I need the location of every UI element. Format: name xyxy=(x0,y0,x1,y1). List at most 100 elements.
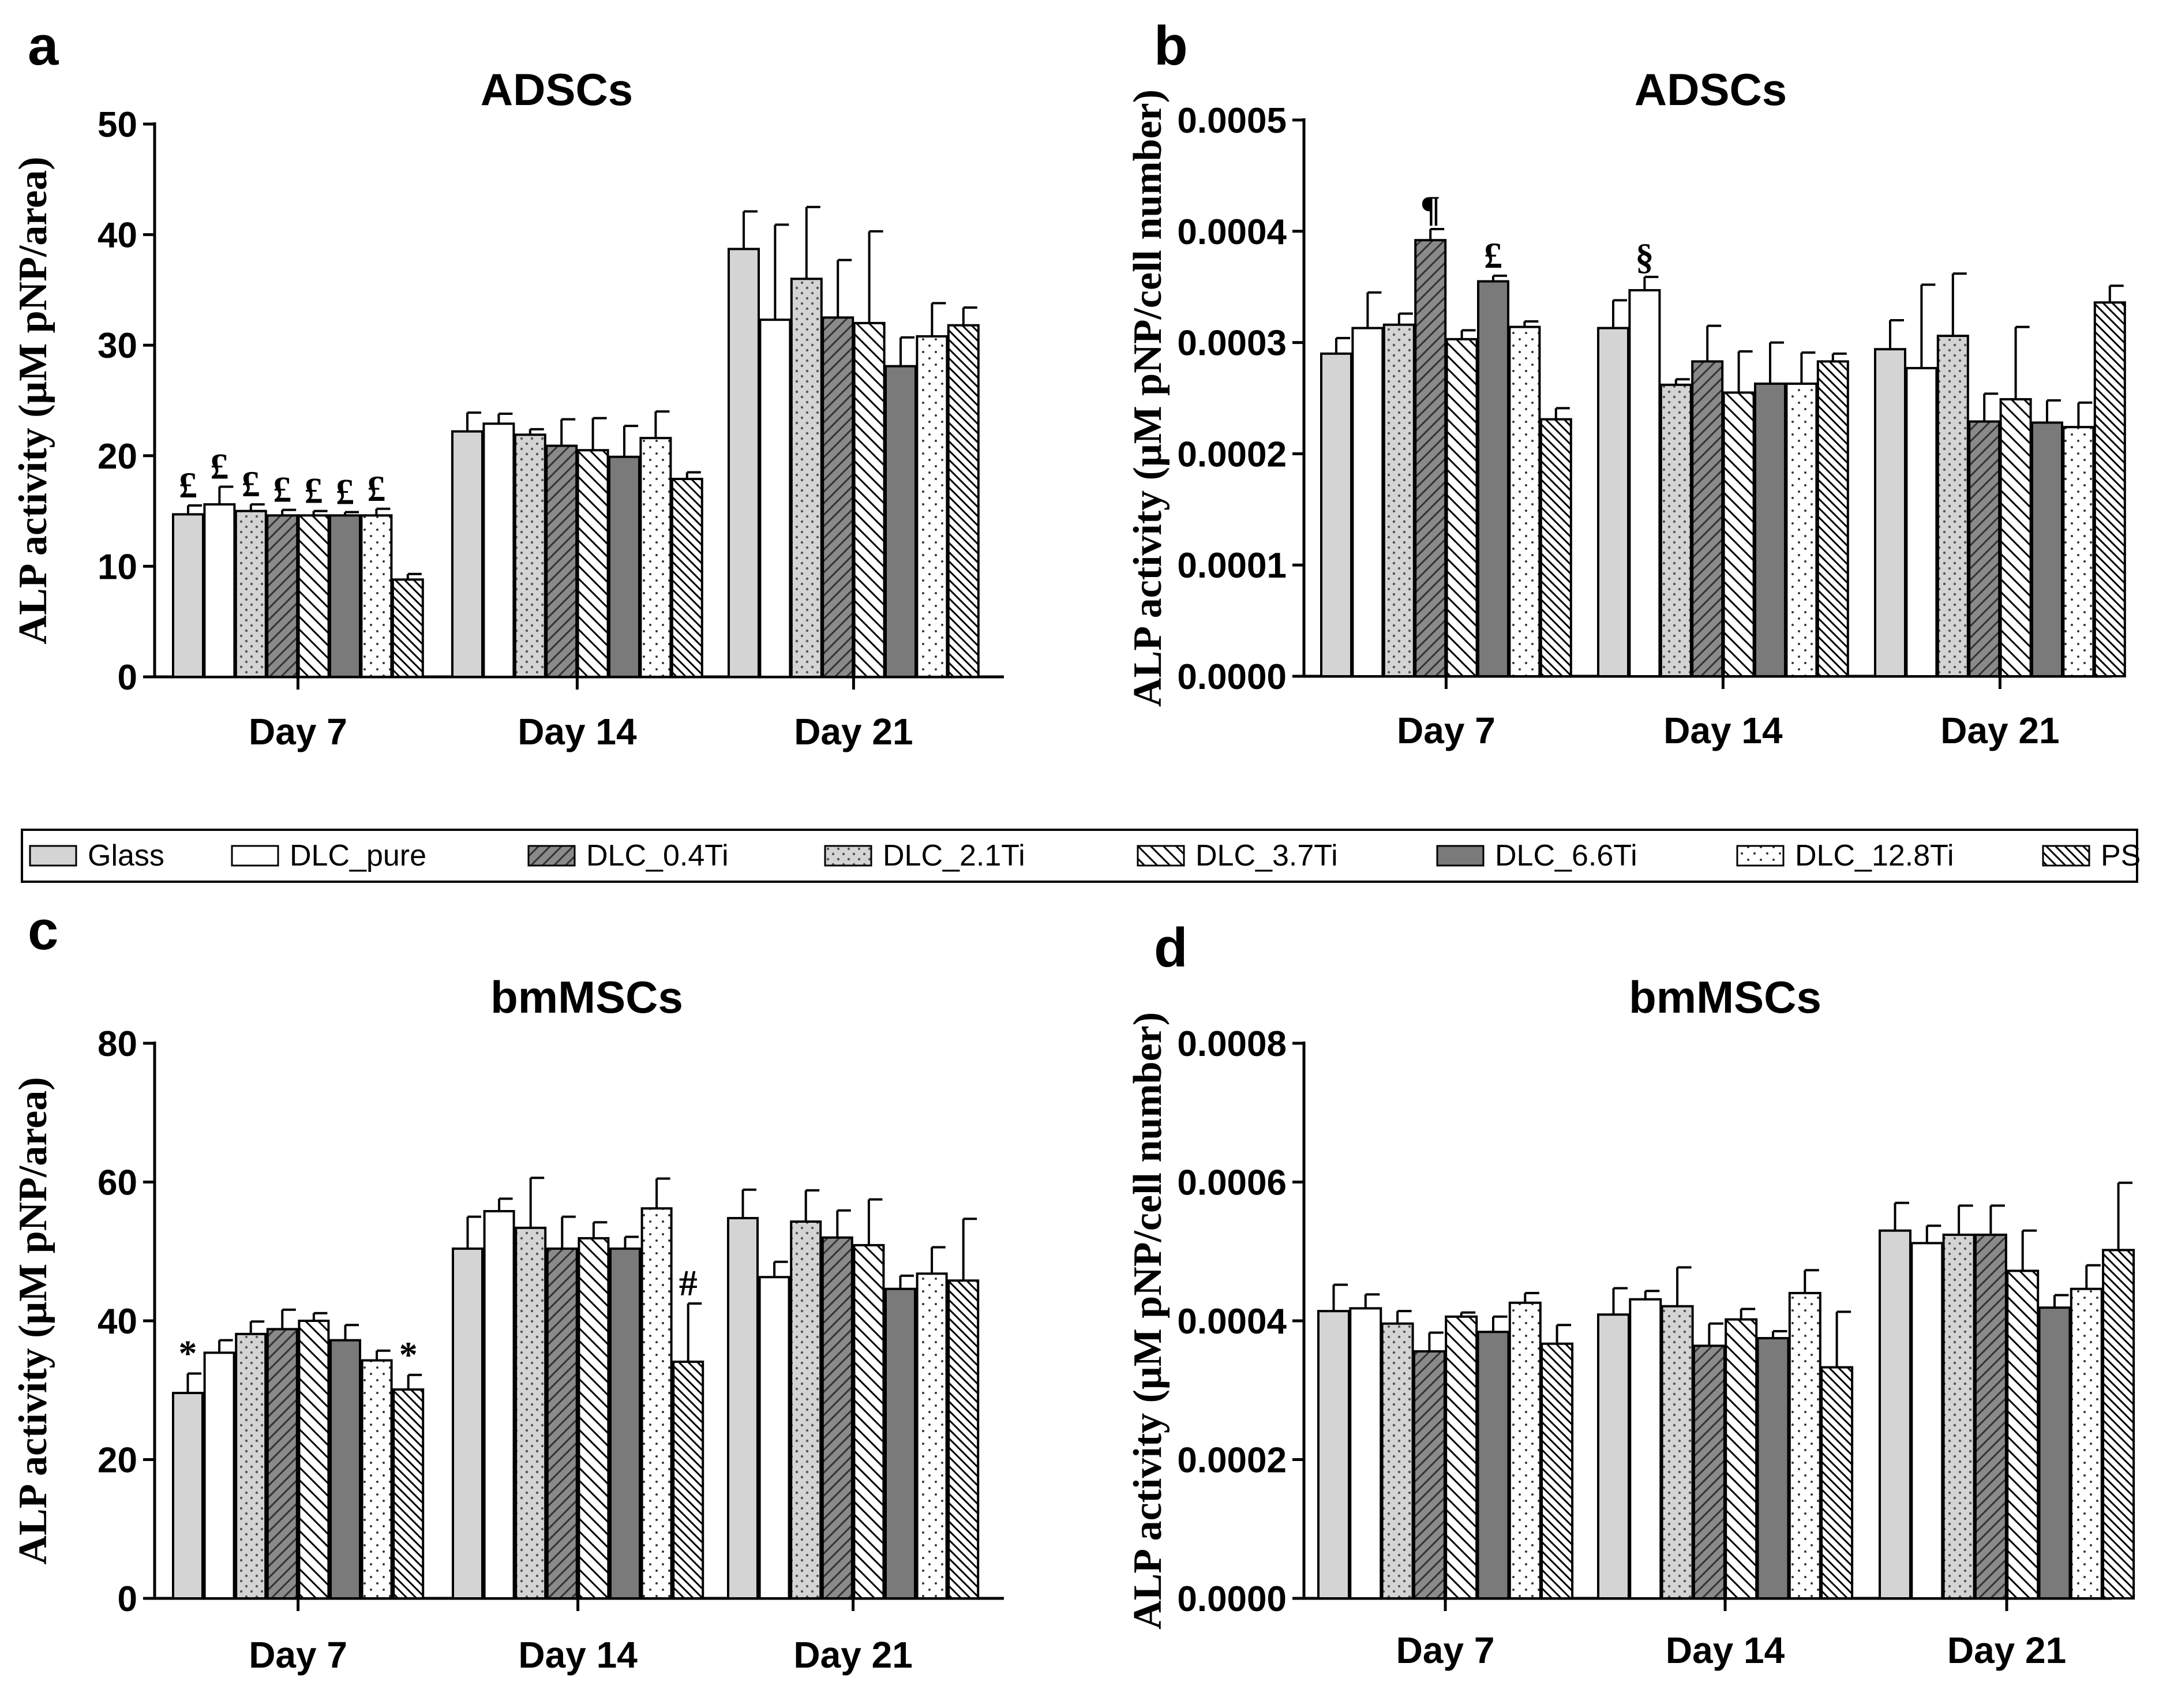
bar-ps-day7 xyxy=(1540,1342,1574,1600)
significance-annotation: £ xyxy=(210,445,228,486)
bar-dlc-6-6ti-day14 xyxy=(1754,382,1786,677)
y-tick-label: 10 xyxy=(98,547,137,587)
bar-dlc-6-6ti-day7 xyxy=(1477,280,1509,677)
bar-dlc-3-7ti-day7 xyxy=(1445,338,1478,677)
category-label: Day 7 xyxy=(1397,710,1495,751)
bar-dlc-2-1ti-day14 xyxy=(1661,1305,1694,1600)
category-label: Day 14 xyxy=(1666,1630,1785,1671)
bar-dlc-3-7ti-day21 xyxy=(853,321,886,678)
panel-label-d: d xyxy=(1154,917,1188,979)
bar-glass-day14 xyxy=(452,1247,483,1600)
bar-dlc-0-4ti-day14 xyxy=(1692,1344,1726,1600)
bar-dlc-pure-day14 xyxy=(1628,289,1661,677)
bar-dlc-3-7ti-day14 xyxy=(1725,1318,1758,1600)
legend-swatch-ps xyxy=(2042,845,2090,867)
significance-annotation: £ xyxy=(179,465,197,505)
bar-dlc-2-1ti-day14 xyxy=(1659,383,1692,677)
category-label: Day 7 xyxy=(1396,1630,1495,1671)
panel-a-chart: ADSCs ALP activity (μM pNP/area) 0 10 20 30 40… xyxy=(11,64,1004,752)
y-axis-label: ALP activity (μM pNP/area) xyxy=(11,156,55,644)
significance-annotation: * xyxy=(399,1334,418,1375)
y-tick-label: 20 xyxy=(98,1441,137,1481)
bar-dlc-pure-day7 xyxy=(1349,1307,1382,1600)
bar-dlc-pure-day7 xyxy=(203,1351,235,1600)
bar-glass-day14 xyxy=(1597,1313,1630,1600)
significance-annotation: £ xyxy=(336,471,354,512)
y-axis-label: ALP activity (μM pNP/area) xyxy=(11,1077,55,1564)
y-tick-label: 0.0000 xyxy=(1177,657,1287,697)
bar-glass-day21 xyxy=(727,1217,759,1600)
bar-dlc-0-4ti-day21 xyxy=(822,316,854,678)
legend: Glass DLC_pure DLC_0.4Ti DLC_2.1Ti DLC_3.7Ti… xyxy=(21,829,2141,883)
panel-d-title: bmMSCs xyxy=(1629,972,1821,1022)
legend-label: DLC_2.1Ti xyxy=(883,839,1025,872)
y-tick-label: 40 xyxy=(98,1302,137,1342)
bar-dlc-12-8ti-day7 xyxy=(1508,1301,1542,1600)
bar-dlc-2-1ti-day7 xyxy=(235,1332,267,1600)
bar-dlc-0-4ti-day14 xyxy=(545,444,578,679)
bar-glass-day21 xyxy=(728,248,760,678)
y-tick-label: 0.0004 xyxy=(1177,212,1287,252)
y-axis-label: ALP activity (μM pNP/cell number) xyxy=(1126,1012,1170,1630)
significance-annotation: # xyxy=(679,1263,698,1304)
bar-glass-day7 xyxy=(172,1392,204,1600)
legend-label: DLC_0.4Ti xyxy=(586,839,729,872)
bar-glass-day21 xyxy=(1874,348,1906,677)
bar-dlc-0-4ti-day21 xyxy=(821,1236,853,1600)
bar-dlc-pure-day7 xyxy=(1351,327,1384,677)
bar-ps-day14 xyxy=(672,1360,704,1600)
bar-ps-day21 xyxy=(947,1279,980,1600)
y-tick-label: 0.0005 xyxy=(1177,101,1287,141)
bar-dlc-6-6ti-day14 xyxy=(608,455,640,678)
y-tick-label: 40 xyxy=(98,216,137,256)
bar-dlc-3-7ti-day7 xyxy=(298,1320,330,1600)
category-label: Day 14 xyxy=(518,1634,638,1676)
bar-dlc-6-6ti-day21 xyxy=(884,365,917,678)
legend-swatch-t66 xyxy=(1436,845,1485,867)
bar-dlc-12-8ti-day14 xyxy=(1785,382,1818,677)
y-tick-label: 0.0008 xyxy=(1177,1024,1287,1064)
bar-dlc-2-1ti-day7 xyxy=(1381,1322,1414,1600)
bar-dlc-pure-day14 xyxy=(483,1210,515,1600)
legend-label: DLC_pure xyxy=(290,839,426,872)
bar-dlc-12-8ti-day14 xyxy=(640,1207,673,1600)
bar-dlc-6-6ti-day21 xyxy=(2038,1306,2071,1600)
panel-label-b: b xyxy=(1154,15,1188,77)
bar-ps-day7 xyxy=(1539,418,1572,678)
bar-dlc-12-8ti-day21 xyxy=(916,335,949,678)
bar-ps-day21 xyxy=(2102,1249,2135,1600)
legend-label: DLC_3.7Ti xyxy=(1195,839,1338,872)
legend-label: DLC_6.6Ti xyxy=(1495,839,1637,872)
bar-dlc-0-4ti-day7 xyxy=(266,1328,298,1600)
y-tick-label: 0.0002 xyxy=(1177,435,1287,474)
y-tick-label: 0 xyxy=(118,658,137,698)
category-label: Day 7 xyxy=(249,1634,347,1676)
bar-ps-day21 xyxy=(947,324,980,678)
y-tick-label: 0.0006 xyxy=(1177,1163,1287,1203)
y-tick-label: 0.0003 xyxy=(1177,324,1287,364)
bar-ps-day7 xyxy=(392,1388,425,1600)
significance-annotation: * xyxy=(179,1332,197,1373)
y-tick-label: 0.0000 xyxy=(1177,1579,1287,1619)
bar-dlc-3-7ti-day14 xyxy=(578,1237,610,1600)
bar-glass-day14 xyxy=(451,430,483,678)
significance-annotation: £ xyxy=(242,463,260,504)
category-label: Day 21 xyxy=(1947,1630,2066,1671)
panel-d-chart: bmMSCs ALP activity (μM pNP/cell number) 0… xyxy=(1126,972,2135,1671)
bar-dlc-3-7ti-day21 xyxy=(2006,1269,2040,1600)
panel-b-chart: ADSCs ALP activity (μM pNP/cell number) 0.… xyxy=(1126,64,2126,751)
bar-dlc-0-4ti-day7 xyxy=(1412,1350,1446,1600)
bar-dlc-6-6ti-day7 xyxy=(1476,1331,1510,1600)
bar-ps-day14 xyxy=(1816,360,1849,677)
bar-dlc-3-7ti-day14 xyxy=(576,449,609,678)
legend-swatch-glass xyxy=(29,845,77,867)
bar-dlc-3-7ti-day7 xyxy=(1445,1315,1478,1600)
bar-dlc-2-1ti-day21 xyxy=(1936,335,1969,677)
y-tick-label: 20 xyxy=(98,437,137,477)
panel-a-title: ADSCs xyxy=(481,64,633,115)
bar-ps-day14 xyxy=(670,478,703,678)
bar-dlc-pure-day21 xyxy=(1910,1242,1944,1600)
bar-dlc-2-1ti-day14 xyxy=(513,433,546,678)
bar-dlc-6-6ti-day21 xyxy=(884,1287,916,1600)
y-tick-label: 0.0001 xyxy=(1177,546,1287,586)
